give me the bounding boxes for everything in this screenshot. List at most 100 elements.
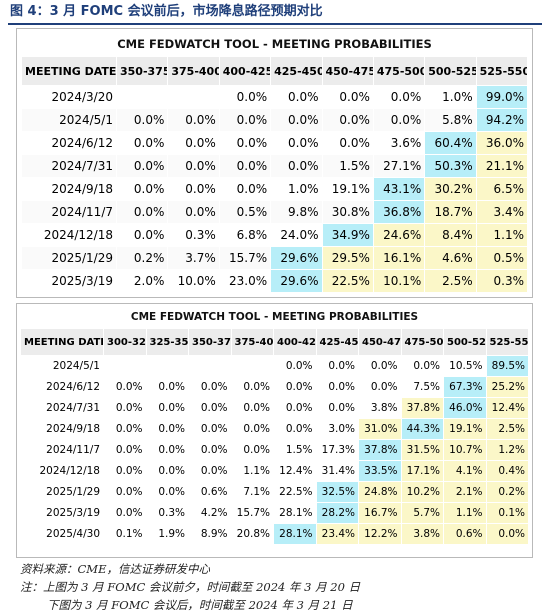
probability-cell: 0.0% [218,85,272,109]
probability-cell: 22.5% [321,269,374,293]
probability-cell [115,85,169,109]
column-header-rate-range: 425-450 [315,328,359,356]
table-row: 2024/7/31 0.0% 0.0% 0.0% 0.0% 1.5% 27.1% 50.3% 2… [21,154,529,178]
probability-cell: 0.6% [188,481,232,503]
probability-cell: 8.9% [188,523,232,545]
probability-cell: 0.0% [315,355,359,377]
probability-cell: 0.0% [145,481,189,503]
probability-cell: 0.4% [485,460,529,482]
probability-cell: 0.0% [188,439,232,461]
probability-cell [188,355,232,377]
probability-cell: 1.5% [321,154,374,178]
column-header-meeting-date: MEETING DATE [20,328,104,356]
column-header-rate-range: 475-500 [400,328,444,356]
probability-cell: 0.0% [115,177,169,201]
probability-cell: 17.3% [315,439,359,461]
table-row: 2024/9/18 0.0% 0.0% 0.0% 0.0% 0.0% 3.0% 31.0% 44… [20,418,529,440]
panel-title-before: CME FEDWATCH TOOL - MEETING PROBABILITIE… [117,37,432,51]
probability-cell: 2.1% [443,481,487,503]
probability-cell: 0.0% [273,355,317,377]
probability-cell: 0.0% [270,85,323,109]
table-row: 2024/5/1 0.0% 0.0% 0.0% 0.0% 0.0% 0.0% 5.8% 94.2… [21,108,529,132]
probability-cell: 12.4% [273,460,317,482]
probability-cell: 0.0% [103,397,147,419]
probability-cell: 0.0% [372,108,426,132]
probability-cell: 3.7% [167,246,220,270]
table-row: 2024/9/18 0.0% 0.0% 0.0% 1.0% 19.1% 43.1% 30.2%… [21,177,529,201]
probability-cell: 0.3% [145,502,189,524]
probability-cell: 0.6% [443,523,487,545]
probability-cell: 0.0% [115,154,169,178]
probability-table-after: MEETING DATE300-325325-350350-375375-400… [20,328,529,545]
probability-cell: 1.1% [443,502,487,524]
panel-title-after: CME FEDWATCH TOOL - MEETING PROBABILITIE… [130,311,419,323]
probability-cell: 2.5% [485,418,529,440]
meeting-date-cell: 2024/11/7 [20,439,104,461]
probability-cell: 37.8% [400,397,444,419]
meeting-date-cell: 2024/9/18 [20,418,104,440]
probability-panel-after: CME FEDWATCH TOOL - MEETING PROBABILITIE… [16,303,533,558]
probability-cell: 0.0% [115,108,169,132]
probability-cell: 0.0% [103,481,147,503]
probability-cell: 0.0% [273,418,317,440]
table-row: 2024/3/20 0.0% 0.0% 0.0% 0.0% 1.0% 99.0% [21,85,529,109]
probability-cell: 0.0% [358,355,402,377]
meeting-date-cell: 2024/5/1 [21,108,117,132]
meeting-date-cell: 2024/7/31 [20,397,104,419]
table-row: 2024/11/7 0.0% 0.0% 0.5% 9.8% 30.8% 36.8% 18.7%… [21,200,529,224]
probability-cell: 0.0% [145,376,189,398]
probability-cell: 0.0% [270,108,323,132]
probability-cell: 0.0% [145,418,189,440]
probability-cell: 31.5% [400,439,444,461]
probability-cell: 31.4% [315,460,359,482]
probability-cell: 0.0% [103,418,147,440]
probability-cell: 5.8% [424,108,477,132]
column-header-rate-range: 350-375 [188,328,232,356]
column-header-rate-range: 525-550 [475,56,529,86]
probability-cell: 15.7% [230,502,274,524]
column-header-rate-range: 425-450 [270,56,323,86]
probability-cell: 0.0% [167,177,220,201]
table-row: 2025/1/29 0.2% 3.7% 15.7% 29.6% 29.5% 16.1% 4.6… [21,246,529,270]
probability-cell: 0.2% [115,246,169,270]
probability-cell: 2.0% [115,269,169,293]
probability-cell: 0.0% [218,177,272,201]
note-line-1: 注：上图为 3 月 FOMC 会议前夕，时间截至 2024 年 3 月 20 日 [20,580,361,594]
probability-cell: 20.8% [230,523,274,545]
probability-cell: 0.0% [103,460,147,482]
meeting-date-cell: 2024/6/12 [21,131,117,155]
probability-cell: 28.1% [273,523,317,545]
column-header-rate-range: 475-500 [372,56,426,86]
probability-cell: 30.2% [424,177,477,201]
probability-cell: 0.0% [103,376,147,398]
probability-cell [103,355,147,377]
probability-cell: 0.0% [273,397,317,419]
probability-cell: 3.8% [400,523,444,545]
probability-cell: 1.0% [424,85,477,109]
probability-cell: 0.0% [315,397,359,419]
probability-cell: 0.0% [230,397,274,419]
probability-cell: 5.7% [400,502,444,524]
probability-cell: 0.0% [103,502,147,524]
probability-cell: 28.1% [273,502,317,524]
meeting-date-cell: 2024/7/31 [21,154,117,178]
probability-cell: 29.6% [270,246,323,270]
table-row: 2024/12/18 0.0% 0.3% 6.8% 24.0% 34.9% 24.6% 8.4… [21,223,529,247]
meeting-date-cell: 2024/5/1 [20,355,104,377]
probability-cell: 4.2% [188,502,232,524]
meeting-date-cell: 2025/3/19 [20,502,104,524]
probability-cell: 0.0% [400,355,444,377]
probability-cell: 1.9% [145,523,189,545]
probability-cell: 1.1% [475,223,529,247]
probability-cell: 44.3% [400,418,444,440]
probability-cell: 0.0% [188,418,232,440]
column-header-rate-range: 400-425 [273,328,317,356]
probability-cell: 0.0% [485,523,529,545]
probability-cell: 0.0% [273,376,317,398]
probability-cell: 29.5% [321,246,374,270]
meeting-date-cell: 2024/6/12 [20,376,104,398]
probability-cell [167,85,220,109]
probability-cell: 2.5% [424,269,477,293]
probability-cell: 1.0% [270,177,323,201]
probability-cell: 0.0% [188,376,232,398]
